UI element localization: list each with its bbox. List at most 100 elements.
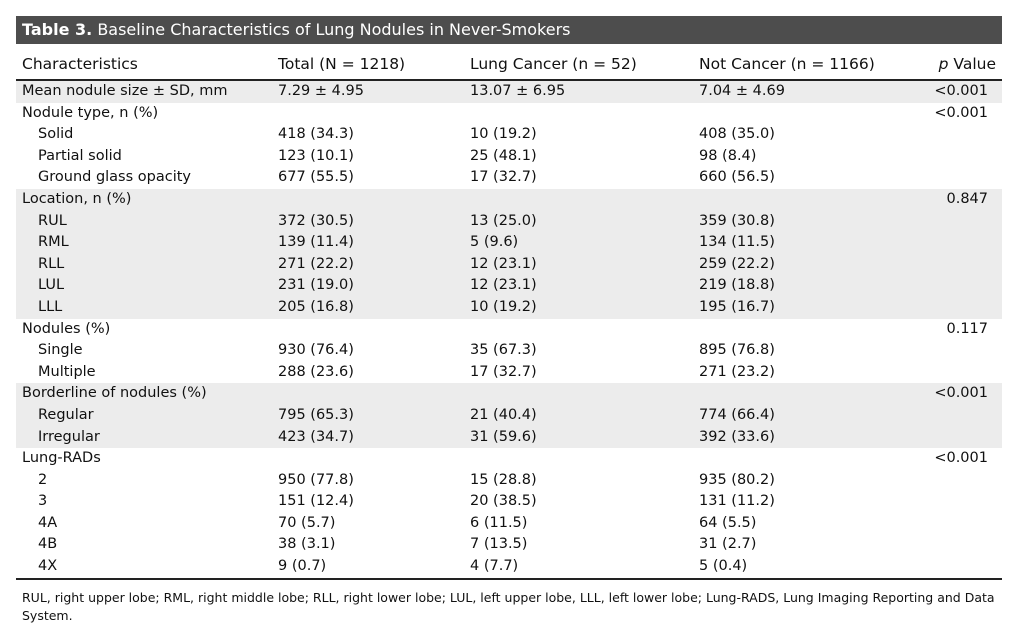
row-label-cell: Nodule type, n (%) xyxy=(22,104,159,121)
lung-cancer-cell xyxy=(464,103,693,125)
not-cancer-cell: 131 (11.2) xyxy=(699,493,775,510)
lung-cancer-cell: 6 (11.5) xyxy=(470,514,528,531)
table-row: 3 151 (12.4) 20 (38.5) 131 (11.2) xyxy=(16,491,1002,513)
lung-cancer-cell: 13.07 ± 6.95 xyxy=(464,80,693,103)
p-value-cell xyxy=(907,534,1002,556)
lung-cancer-cell: 4 (7.7) xyxy=(464,556,693,580)
not-cancer-cell xyxy=(693,188,907,211)
table-row: Nodules (%) 0.117 xyxy=(16,319,1002,341)
total-cell xyxy=(272,319,464,341)
not-cancer-cell: 31 (2.7) xyxy=(699,536,757,553)
not-cancer-cell: 271 (23.2) xyxy=(699,363,775,380)
lung-cancer-cell: 21 (40.4) xyxy=(464,404,693,427)
not-cancer-cell xyxy=(693,448,907,470)
lung-cancer-cell: 31 (59.6) xyxy=(464,426,693,449)
lung-cancer-cell: 17 (32.7) xyxy=(470,363,537,380)
table-caption-bar: Table 3. Baseline Characteristics of Lun… xyxy=(16,16,1002,44)
table-row: Lung-RADs <0.001 xyxy=(16,448,1002,470)
header-not-cancer: Not Cancer (n = 1166) xyxy=(693,48,907,81)
total-cell: 231 (19.0) xyxy=(272,275,464,297)
row-label-cell: RLL xyxy=(16,253,272,276)
table-row: Single 930 (76.4) 35 (67.3) 895 (76.8) xyxy=(16,340,1002,362)
not-cancer-cell: 408 (35.0) xyxy=(699,126,775,143)
p-value-cell xyxy=(907,167,1002,189)
not-cancer-cell: 64 (5.5) xyxy=(699,514,757,531)
not-cancer-cell: 359 (30.8) xyxy=(693,210,907,233)
not-cancer-cell xyxy=(693,103,907,125)
table-row: LUL 231 (19.0) 12 (23.1) 219 (18.8) xyxy=(16,275,1002,297)
total-cell: 950 (77.8) xyxy=(278,471,354,488)
row-label-cell: RML xyxy=(16,232,272,254)
lung-cancer-cell: 10 (19.2) xyxy=(470,126,537,143)
not-cancer-cell: 98 (8.4) xyxy=(699,147,757,164)
total-cell: 795 (65.3) xyxy=(272,404,464,427)
lung-cancer-cell: 10 (19.2) xyxy=(464,296,693,319)
table-row: LLL 205 (16.8) 10 (19.2) 195 (16.7) xyxy=(16,296,1002,319)
table-row: Solid 418 (34.3) 10 (19.2) 408 (35.0) xyxy=(16,124,1002,146)
row-label-cell: LLL xyxy=(16,296,272,319)
lung-cancer-cell: 5 (9.6) xyxy=(464,232,693,254)
row-label-cell: RUL xyxy=(16,210,272,233)
total-cell: 9 (0.7) xyxy=(272,556,464,580)
lung-cancer-cell xyxy=(464,188,693,211)
table-row: Irregular 423 (34.7) 31 (59.6) 392 (33.6) xyxy=(16,426,1002,449)
total-cell xyxy=(272,103,464,125)
table-label: Table 3. xyxy=(22,20,93,39)
total-cell: 288 (23.6) xyxy=(278,363,354,380)
lung-cancer-cell: 12 (23.1) xyxy=(464,253,693,276)
header-p-italic: p xyxy=(938,54,949,73)
lung-cancer-cell: 20 (38.5) xyxy=(470,493,537,510)
total-cell: 205 (16.8) xyxy=(272,296,464,319)
row-label-cell: Single xyxy=(38,342,83,359)
lung-cancer-cell: 15 (28.8) xyxy=(470,471,537,488)
not-cancer-cell xyxy=(693,319,907,341)
table-body: Mean nodule size ± SD, mm 7.29 ± 4.95 13.0… xyxy=(16,80,1002,580)
lung-cancer-cell: 35 (67.3) xyxy=(470,342,537,359)
p-value-cell: <0.001 xyxy=(934,450,988,467)
header-row: Characteristics Total (N = 1218) Lung Ca… xyxy=(16,48,1002,81)
row-label-cell: Multiple xyxy=(38,363,96,380)
header-total: Total (N = 1218) xyxy=(272,48,464,81)
row-label-cell: Partial solid xyxy=(38,147,122,164)
p-value-cell: <0.001 xyxy=(907,80,1002,103)
p-value-cell xyxy=(907,362,1002,384)
p-value-cell xyxy=(907,340,1002,362)
table-row: RML 139 (11.4) 5 (9.6) 134 (11.5) xyxy=(16,232,1002,254)
lung-cancer-cell: 25 (48.1) xyxy=(470,147,537,164)
header-lung-cancer: Lung Cancer (n = 52) xyxy=(464,48,693,81)
table-row: Mean nodule size ± SD, mm 7.29 ± 4.95 13.0… xyxy=(16,80,1002,103)
lung-cancer-cell: 13 (25.0) xyxy=(464,210,693,233)
not-cancer-cell: 219 (18.8) xyxy=(693,275,907,297)
p-value-cell xyxy=(907,275,1002,297)
table-row: Location, n (%) 0.847 xyxy=(16,188,1002,211)
table-row: 2 950 (77.8) 15 (28.8) 935 (80.2) xyxy=(16,470,1002,492)
header-p-value: p Value xyxy=(907,48,1002,81)
p-value-cell: <0.001 xyxy=(934,104,988,121)
row-label-cell: Solid xyxy=(38,126,74,143)
not-cancer-cell: 5 (0.4) xyxy=(693,556,907,580)
not-cancer-cell: 660 (56.5) xyxy=(699,169,775,186)
total-cell: 38 (3.1) xyxy=(278,536,336,553)
lung-cancer-cell: 17 (32.7) xyxy=(470,169,537,186)
p-value-cell: 0.847 xyxy=(907,188,1002,211)
header-p-rest: Value xyxy=(948,54,996,73)
row-label-cell: Regular xyxy=(16,404,272,427)
total-cell: 70 (5.7) xyxy=(278,514,336,531)
p-value-cell xyxy=(907,296,1002,319)
total-cell: 418 (34.3) xyxy=(278,126,354,143)
total-cell: 151 (12.4) xyxy=(278,493,354,510)
p-value-cell xyxy=(907,210,1002,233)
total-cell xyxy=(272,383,464,405)
p-value-cell xyxy=(907,146,1002,168)
row-label-cell: Mean nodule size ± SD, mm xyxy=(16,80,272,103)
lung-cancer-cell: 7 (13.5) xyxy=(470,536,528,553)
table-row: Regular 795 (65.3) 21 (40.4) 774 (66.4) xyxy=(16,404,1002,427)
p-value-cell xyxy=(907,470,1002,492)
total-cell: 271 (22.2) xyxy=(272,253,464,276)
not-cancer-cell: 935 (80.2) xyxy=(699,471,775,488)
lung-cancer-cell xyxy=(464,448,693,470)
not-cancer-cell: 259 (22.2) xyxy=(693,253,907,276)
table-footnote: RUL, right upper lobe; RML, right middle… xyxy=(22,590,995,623)
table-row: Borderline of nodules (%) <0.001 xyxy=(16,383,1002,405)
